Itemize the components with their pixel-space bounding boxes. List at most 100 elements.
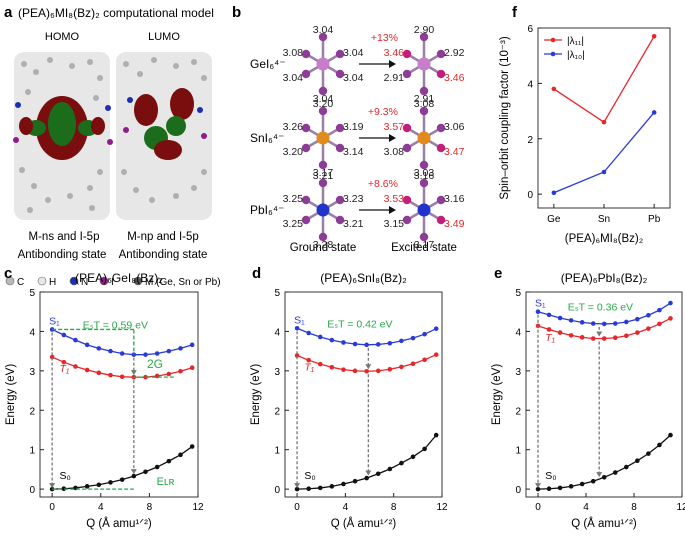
d-series-2-point-1 [306,486,311,492]
e-series-2-point-10 [646,451,651,456]
f-ytick-label-6: 6 [527,24,533,35]
c-series-1-point-0 [49,354,55,360]
f-legend-0-marker [550,37,556,43]
d-xtick-label-0: 0 [294,502,300,513]
d-ytick-label-5: 5 [274,288,280,299]
row-0-change-label: +13% [371,32,398,44]
homo-state-text: Antibonding state [18,249,107,261]
panel-a: a (PEA)₆MI₈(Bz)₂ computational model HOM… [4,4,221,288]
ground-bond-length-lr: 3.04 [343,72,364,84]
e-s0-label: S₀ [545,470,556,482]
excited-metal-center [417,57,431,71]
d-vertical-excitation-arrow [294,483,301,489]
d-series-2-point-10 [410,454,416,460]
e-series-0-point-5 [590,321,596,326]
c-series-2-point-9 [154,464,160,470]
d-series-2-point-4 [341,481,346,487]
e-ytick-label-4: 4 [515,327,521,338]
c-ylabel: Energy (eV) [5,364,17,426]
panel-b-letter: b [232,4,241,21]
excited-bond-length-ll: 2.91 [384,72,405,84]
c-series-0-point-3 [84,342,90,348]
c-elr-label: Eʟʀ [157,476,175,488]
e-series-1-point-12 [668,316,673,321]
legend-atom-2-label: N [81,277,88,288]
d-s1-label: S₁ [294,314,305,326]
c-series-0-point-11 [178,346,183,351]
excited-octahedron-2: 3.16 3.17 3.53 3.15 3.16 3.49 [384,170,465,251]
d-series-1-point-7 [375,368,381,374]
ground-bond-length-top: 3.21 [313,170,334,182]
d-est-label: EₛT = 0.42 eV [327,318,392,330]
d-series-0-point-7 [375,342,381,347]
ground-bond-length-ul: 3.08 [283,47,304,59]
d-series-2-point-8 [387,466,393,472]
c-series-2-point-1 [61,486,67,492]
ground-iodine-lr [335,143,345,153]
ground-iodine-ul [301,123,311,133]
d-series-1-line [296,354,437,372]
e-series-2-point-8 [624,464,629,470]
c-series-0-point-5 [108,348,113,354]
e-series-0-point-1 [546,312,552,318]
e-series-1-point-6 [601,336,607,341]
panel-a-title: (PEA)₆MI₈(Bz)₂ computational model [18,6,214,20]
excited-bond-length-bottom: 2.91 [414,93,435,105]
e-ytick-label-2: 2 [515,406,521,417]
ground-iodine-ur [335,49,345,59]
f-panel-letter: f [512,4,518,21]
homo-label: HOMO [45,31,80,43]
d-series-2-point-7 [375,471,381,477]
d-series-1-point-5 [352,368,358,374]
e-xtick-label-8: 8 [631,502,637,513]
c-xtick-label-0: 0 [49,502,55,513]
e-series-2-point-12 [668,432,673,438]
f-ytick-label-0: 0 [527,190,533,201]
c-2g-label: 2G [147,357,163,371]
e-series-1-point-2 [557,330,563,335]
e-xtick-label-0: 0 [535,502,541,513]
homo-orbital-text: M-ns and I-5p [29,231,100,243]
excited-iodine-ul [402,123,412,133]
c-series-2-point-5 [108,480,113,485]
e-series-1-point-10 [646,326,651,331]
c-series-1-point-12 [189,365,195,370]
d-series-2-point-11 [422,446,427,452]
excited-bond-length-lr: 3.49 [444,218,465,230]
f-legend-0-label: |λ₁₁| [567,36,584,47]
d-xtick-label-12: 12 [436,502,448,513]
ground-bond-length-ul: 3.26 [283,121,304,133]
e-s1-label: S₁ [535,298,546,310]
e-series-1-point-8 [624,333,629,339]
c-s0-label: S₀ [59,470,70,482]
c-series-1-point-11 [178,368,183,374]
d-series-1-point-9 [399,364,404,370]
c-series-0-point-10 [166,348,172,354]
c-emission-arrow [130,469,137,475]
ground-iodine-top [318,178,328,188]
e-series-0-point-2 [557,315,563,321]
c-xtick-label-8: 8 [147,502,153,513]
e-series-2-point-5 [590,478,596,484]
d-series-1-point-3 [329,364,335,370]
ground-bond-length-ul: 3.25 [283,193,304,205]
c-series-0-point-8 [143,352,148,357]
d-series-0-point-0 [294,325,300,331]
excited-iodine-bottom [419,86,429,96]
excited-bond-length-ul: 3.46 [384,47,405,59]
d-series-0-point-4 [341,340,346,345]
ground-iodine-lr [335,69,345,79]
ground-bond-length-lr: 3.14 [343,146,364,158]
excited-iodine-ll [402,69,412,79]
c-series-0-point-2 [73,337,78,343]
c-ytick-label-0: 0 [29,485,35,496]
e-series-0-point-9 [635,316,640,322]
excited-bond-length-ur: 3.16 [444,193,465,205]
d-series-0-point-8 [387,340,393,346]
excited-state-label: Excited state [391,242,457,254]
e-series-1-point-5 [590,336,596,341]
ground-bond-length-top: 3.20 [313,98,334,110]
e-series-0-point-12 [668,300,673,306]
legend-atom-0-label: C [17,277,24,288]
